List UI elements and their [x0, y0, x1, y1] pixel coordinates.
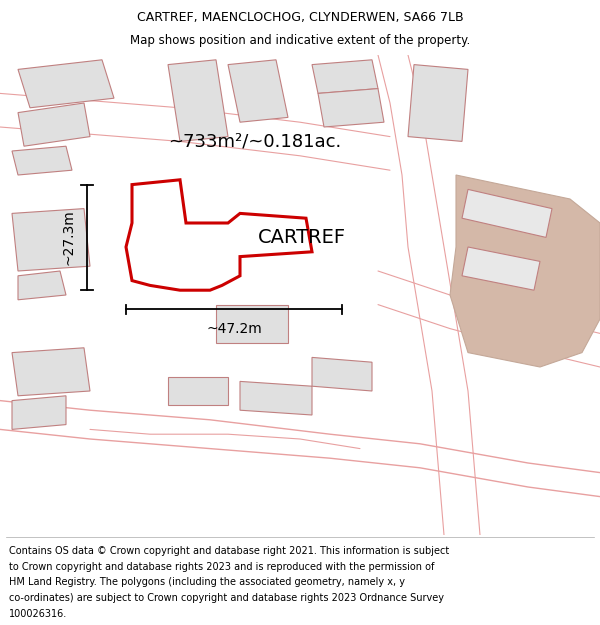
Polygon shape [18, 271, 66, 300]
Polygon shape [18, 103, 90, 146]
Text: ~733m²/~0.181ac.: ~733m²/~0.181ac. [168, 132, 341, 151]
Polygon shape [168, 377, 228, 406]
Text: HM Land Registry. The polygons (including the associated geometry, namely x, y: HM Land Registry. The polygons (includin… [9, 578, 405, 587]
Polygon shape [12, 209, 90, 271]
Polygon shape [126, 180, 312, 290]
Text: to Crown copyright and database rights 2023 and is reproduced with the permissio: to Crown copyright and database rights 2… [9, 561, 434, 571]
Polygon shape [216, 304, 288, 343]
Polygon shape [12, 146, 72, 175]
Polygon shape [240, 381, 312, 415]
Text: CARTREF: CARTREF [258, 228, 346, 247]
Text: ~27.3m: ~27.3m [62, 209, 76, 265]
Polygon shape [450, 175, 600, 367]
Polygon shape [18, 60, 114, 108]
Text: Map shows position and indicative extent of the property.: Map shows position and indicative extent… [130, 34, 470, 47]
Polygon shape [12, 396, 66, 429]
Text: 100026316.: 100026316. [9, 609, 67, 619]
Text: CARTREF, MAENCLOCHOG, CLYNDERWEN, SA66 7LB: CARTREF, MAENCLOCHOG, CLYNDERWEN, SA66 7… [137, 11, 463, 24]
Text: co-ordinates) are subject to Crown copyright and database rights 2023 Ordnance S: co-ordinates) are subject to Crown copyr… [9, 593, 444, 603]
Polygon shape [312, 60, 378, 93]
Polygon shape [462, 189, 552, 238]
Polygon shape [318, 89, 384, 127]
Polygon shape [228, 60, 288, 122]
Text: ~47.2m: ~47.2m [206, 322, 262, 336]
Polygon shape [168, 60, 228, 141]
Polygon shape [408, 64, 468, 141]
Text: Contains OS data © Crown copyright and database right 2021. This information is : Contains OS data © Crown copyright and d… [9, 546, 449, 556]
Polygon shape [312, 357, 372, 391]
Polygon shape [462, 247, 540, 290]
Polygon shape [12, 348, 90, 396]
